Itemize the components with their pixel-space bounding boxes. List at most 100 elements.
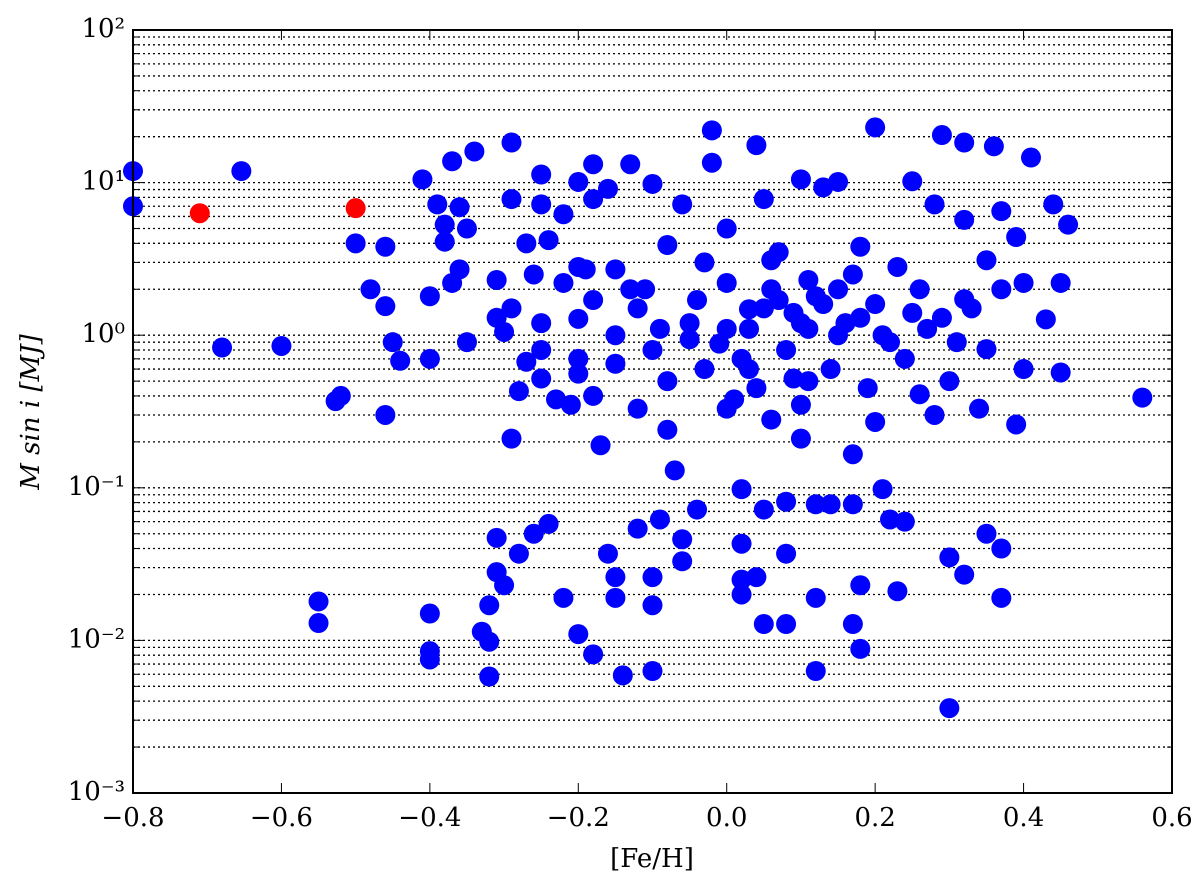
point [568,624,589,645]
point [538,513,559,534]
point [672,529,693,550]
point [501,189,522,210]
point [983,136,1004,157]
y-axis-label: M sin i [MJ] [16,333,46,490]
point [189,203,210,224]
point [746,135,767,156]
point [776,491,797,512]
point [635,279,656,300]
point [583,154,604,175]
point [627,518,648,539]
point [449,259,470,280]
point [434,231,455,252]
point [649,318,670,339]
point [390,350,411,371]
point [776,543,797,564]
point [531,313,552,334]
point [1058,214,1079,235]
x-tick-label: 0.2 [854,803,895,833]
point [664,460,685,481]
point [1013,272,1034,293]
point [597,178,618,199]
point [738,318,759,339]
point [620,154,641,175]
point [842,264,863,285]
point [501,298,522,319]
point [494,321,515,342]
x-tick-label: 0.4 [1003,803,1044,833]
point [879,509,900,530]
point [753,298,774,319]
point [842,444,863,465]
point [813,294,834,315]
point [679,313,700,334]
plot-frame [132,29,1173,794]
point [790,394,811,415]
point [568,348,589,369]
point [738,299,759,320]
point [597,543,618,564]
point [917,318,938,339]
point [553,587,574,608]
point [568,363,589,384]
point [657,235,678,256]
point [231,161,252,182]
point [360,279,381,300]
point [508,543,529,564]
point [790,169,811,190]
point [850,638,871,659]
point [902,302,923,323]
point [627,398,648,419]
point [464,141,485,162]
point [531,339,552,360]
point [523,523,544,544]
point [479,666,500,687]
point [672,551,693,572]
point [516,351,537,372]
point [508,381,529,402]
point [954,209,975,230]
point [649,509,670,530]
point [753,189,774,210]
point [865,294,886,315]
point [419,348,440,369]
y-tick-label: 10⁰ [81,319,125,349]
point [553,272,574,293]
point [620,279,641,300]
point [523,264,544,285]
point [976,523,997,544]
point [894,511,915,532]
point [731,479,752,500]
point [568,171,589,192]
point [939,547,960,568]
point [456,332,477,353]
point [479,631,500,652]
point [308,591,329,612]
point [419,603,440,624]
point [605,587,626,608]
point [382,332,403,353]
point [1006,414,1027,435]
point [694,359,715,380]
point [679,329,700,350]
point [1043,194,1064,215]
point [419,649,440,670]
point [442,151,463,172]
point [939,698,960,719]
point [931,307,952,328]
x-tick-label: 0.0 [706,803,747,833]
point [605,325,626,346]
point [1006,227,1027,248]
point [612,665,633,686]
point [961,298,982,319]
point [931,125,952,146]
point [946,332,967,353]
point [828,171,849,192]
point [501,132,522,153]
point [501,428,522,449]
point [798,371,819,392]
point [434,214,455,235]
point [894,348,915,369]
point [308,613,329,634]
